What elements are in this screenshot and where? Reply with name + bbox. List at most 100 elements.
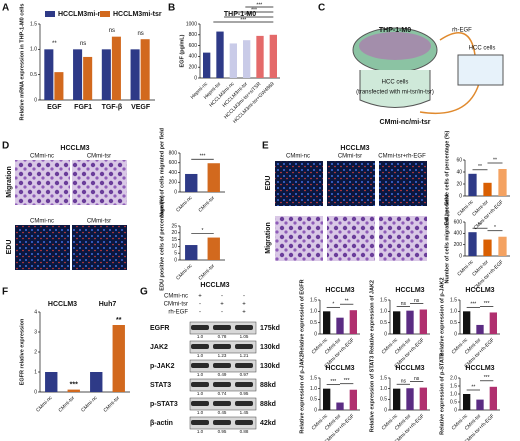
y-tick-label: 0.5: [30, 72, 37, 78]
band-quant: 1.21: [240, 353, 249, 358]
condition-sign: +: [242, 302, 246, 308]
y-axis-label: Relative expression of STAT3: [369, 356, 375, 433]
bar: [476, 399, 484, 410]
y-axis-label: Relative expression of JAK2: [369, 280, 375, 354]
y-tick-label: 0.5: [310, 397, 317, 403]
condition-sign: -: [221, 310, 223, 316]
image-label: CMmi-tsr: [87, 219, 111, 225]
y-tick-label: 1.0: [450, 391, 457, 397]
dish-body: [359, 70, 431, 108]
y-tick-label: 4: [34, 309, 37, 315]
bar: [336, 317, 344, 334]
legend-swatch: [45, 11, 55, 17]
band-quant: 1.0: [197, 391, 204, 396]
y-tick-label: 0: [314, 407, 317, 413]
band-quant: 0.97: [240, 372, 249, 377]
blot-band: [235, 382, 253, 387]
band-quant: 1.05: [240, 334, 249, 339]
bar: [419, 387, 427, 410]
group-label: HCCLM3: [48, 301, 77, 308]
y-tick-label: 0: [174, 189, 177, 195]
band-quant: 1.0: [197, 429, 204, 434]
significance: ***: [484, 301, 490, 307]
bar: [67, 389, 80, 392]
column-label: CMmi-tsr+rh-EGF: [378, 154, 426, 160]
bar: [498, 236, 507, 256]
y-tick-label: 400: [454, 231, 463, 237]
x-tick-label: CMmi-nc: [175, 195, 194, 214]
significance: ns: [80, 41, 86, 47]
bar: [476, 324, 484, 334]
chart-title: THP-1-M0: [224, 11, 256, 18]
micrograph: [275, 216, 323, 261]
micrograph: [327, 161, 375, 206]
cells: [359, 32, 431, 60]
group-label: Huh7: [99, 301, 117, 308]
panel-title: HCCLM3: [200, 282, 229, 289]
band-size: 130kd: [260, 363, 280, 370]
y-tick-label: 400: [189, 54, 198, 60]
band-quant: 0.88: [240, 429, 249, 434]
bar: [90, 372, 103, 392]
y-tick-label: 10: [171, 244, 177, 250]
y-tick-label: 40: [456, 169, 462, 175]
y-tick-label: 2: [34, 349, 37, 355]
y-tick-label: 1.0: [310, 386, 317, 392]
y-tick-label: 1.5: [30, 21, 37, 27]
blot-band: [191, 344, 209, 349]
y-tick-label: 3: [34, 329, 37, 335]
y-axis-label: EGFR relative expression: [19, 318, 25, 385]
y-tick-label: 1.0: [450, 309, 457, 315]
y-tick-label: 0: [459, 253, 462, 259]
bar: [229, 43, 237, 78]
chart-title: HCCLM3: [395, 287, 424, 294]
blot-band: [213, 363, 231, 368]
x-tick-label: CMmi-nc: [175, 263, 194, 282]
band-size: 130kd: [260, 344, 280, 351]
y-axis-label: Number of cells migrated per field: [444, 195, 450, 284]
y-tick-label: 0: [459, 193, 462, 199]
bar: [483, 182, 492, 196]
x-tick-label: CMmi-nc: [80, 395, 99, 414]
y-tick-label: 1.5: [450, 383, 457, 389]
significance: ns: [109, 28, 115, 34]
bar: [393, 311, 401, 334]
blot-band: [213, 382, 231, 387]
condition-label: rh-EGF: [168, 310, 188, 316]
row-label: EDU: [6, 240, 13, 255]
significance: ***: [200, 154, 206, 160]
y-tick-label: 25: [171, 223, 177, 229]
x-tick-label: CMmi-tsr: [103, 395, 122, 414]
bar: [207, 237, 220, 260]
band-label: β-actin: [150, 420, 173, 427]
significance: ns: [137, 31, 143, 37]
significance: ***: [470, 302, 476, 308]
y-tick-label: 1.0: [30, 47, 37, 53]
x-tick-label: CMmi-tsr: [198, 263, 217, 282]
bar: [489, 386, 497, 410]
bar: [269, 34, 277, 78]
y-tick-label: 0.5: [450, 320, 457, 326]
image-label: CMmi-nc: [30, 154, 54, 160]
label: rh-EGF: [452, 28, 472, 34]
significance: *: [332, 302, 334, 308]
condition-sign: +: [220, 302, 224, 308]
y-tick-label: 1: [34, 369, 37, 375]
band-quant: 0.95: [218, 429, 227, 434]
bar: [489, 312, 497, 334]
blot-band: [235, 401, 253, 406]
significance: *: [494, 225, 496, 231]
y-axis-label: Relative expression of EGFR: [299, 279, 305, 354]
condition-sign: -: [221, 294, 223, 300]
label: (transfected with mi-tsr/in-tsr): [356, 90, 434, 96]
significance: ns: [414, 376, 420, 382]
blot-band: [213, 420, 231, 425]
significance: ***: [246, 12, 252, 18]
significance: ns: [401, 301, 407, 307]
band-quant: 0.78: [218, 334, 227, 339]
significance: ***: [256, 2, 262, 8]
y-axis-label: Relative expression of p-STAT3: [439, 353, 445, 435]
row-label: Migration: [265, 222, 272, 254]
significance: ***: [330, 379, 336, 385]
